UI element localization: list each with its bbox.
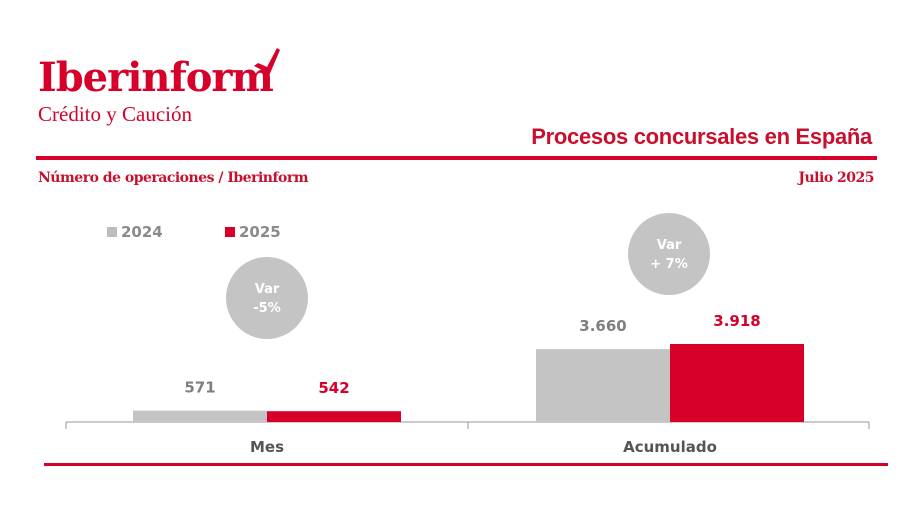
bird-logo-icon: [254, 48, 280, 82]
bar-2025-acumulado: [670, 344, 804, 422]
variation-badge-title: Var: [657, 238, 682, 253]
brand-subtitle: Crédito y Caución: [38, 102, 192, 126]
bar-2024-mes: [133, 410, 267, 422]
brand-logo: Iberinform Crédito y Caución: [38, 48, 280, 126]
data-label-2025-mes: 542: [318, 379, 349, 397]
brand-name: Iberinform: [38, 54, 274, 101]
chart-title: Procesos concursales en España: [531, 124, 872, 149]
legend-item-2024: 2024: [107, 223, 163, 241]
data-label-2025-acumulado: 3.918: [713, 312, 760, 330]
variation-badge: [226, 257, 308, 339]
variation-badge: [628, 213, 710, 295]
category-label-acumulado: Acumulado: [623, 438, 717, 456]
chart-subtitle: Número de operaciones / Iberinform: [38, 170, 309, 186]
data-label-2024-acumulado: 3.660: [579, 317, 626, 335]
legend-swatch-2025: [225, 227, 235, 237]
bar-2024-acumulado: [536, 349, 670, 422]
legend-label-2025: 2025: [239, 223, 281, 241]
variation-badge-value: + 7%: [650, 257, 688, 272]
variation-badge-title: Var: [255, 282, 280, 297]
data-label-2024-mes: 571: [184, 379, 215, 397]
legend-swatch-2024: [107, 227, 117, 237]
category-label-mes: Mes: [250, 438, 284, 456]
legend-label-2024: 2024: [121, 223, 163, 241]
footer-divider: [44, 463, 888, 466]
header-divider: [36, 156, 877, 160]
bar-2025-mes: [267, 411, 401, 422]
legend-item-2025: 2025: [225, 223, 281, 241]
variation-badge-value: -5%: [253, 301, 280, 316]
chart-date: Julio 2025: [798, 170, 874, 186]
